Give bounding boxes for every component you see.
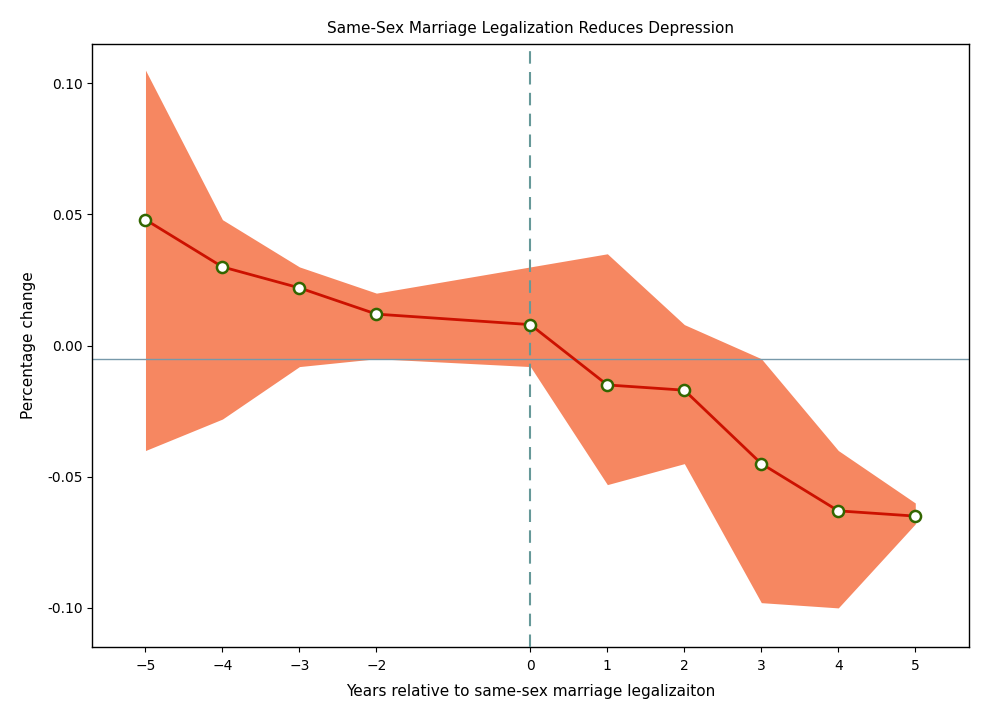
Title: Same-Sex Marriage Legalization Reduces Depression: Same-Sex Marriage Legalization Reduces D… — [327, 21, 734, 36]
X-axis label: Years relative to same-sex marriage legalizaiton: Years relative to same-sex marriage lega… — [346, 684, 715, 699]
Y-axis label: Percentage change: Percentage change — [21, 271, 36, 420]
